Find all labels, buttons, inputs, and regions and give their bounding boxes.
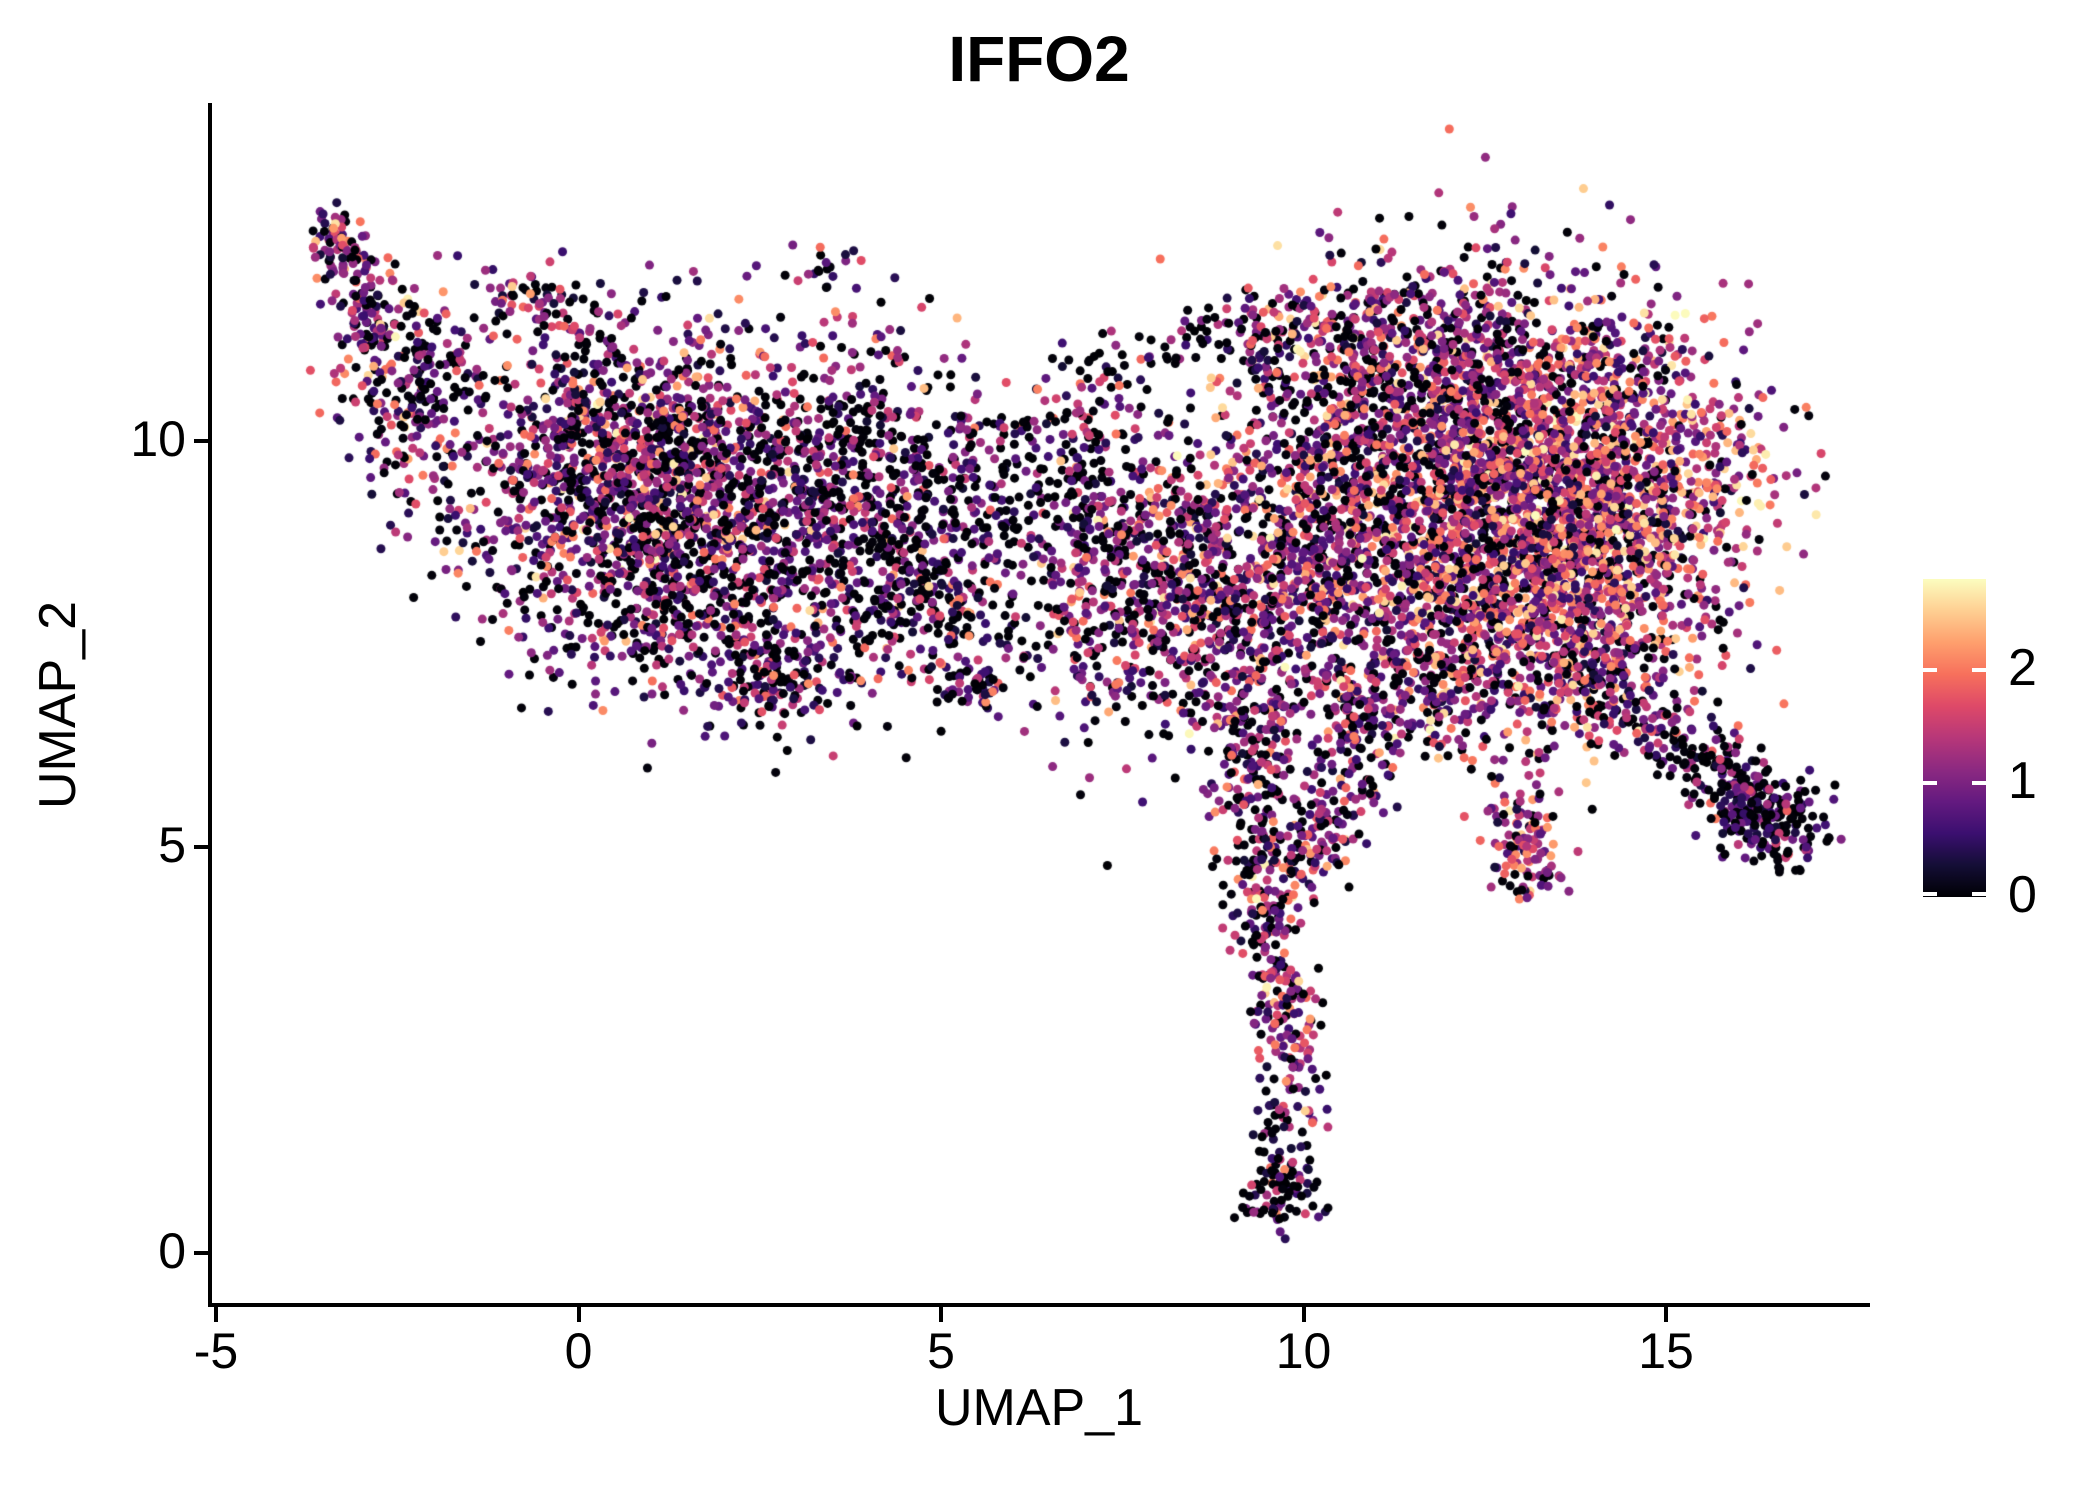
- y-tick-label: 10: [130, 411, 186, 467]
- x-tick-label: 0: [564, 1323, 593, 1379]
- x-tick-label: 10: [1275, 1323, 1332, 1379]
- colorbar-tick-label: 0: [2008, 866, 2037, 924]
- colorbar-tick-dash: [1923, 781, 1937, 786]
- colorbar-tick-label: 2: [2008, 638, 2037, 697]
- colorbar-tick-label: 1: [2008, 752, 2037, 811]
- colorbar-gradient: [1923, 579, 1986, 897]
- x-tick-label: -5: [193, 1323, 239, 1379]
- x-tick-mark: [939, 1307, 943, 1322]
- y-tick-mark: [194, 1251, 209, 1255]
- x-tick-mark: [214, 1307, 218, 1322]
- colorbar-tick-dash: [1923, 667, 1937, 672]
- y-tick-label: 0: [158, 1223, 186, 1279]
- x-axis-label: UMAP_1: [934, 1379, 1144, 1437]
- y-tick-mark: [194, 439, 209, 443]
- x-tick-label: 5: [927, 1323, 955, 1379]
- x-tick-label: 15: [1638, 1323, 1694, 1379]
- y-tick-label: 5: [158, 817, 186, 873]
- colorbar-tick-dash: [1972, 892, 1986, 896]
- y-tick-mark: [194, 845, 209, 849]
- colorbar-tick-dash: [1972, 781, 1986, 786]
- plot-title: IFFO2: [948, 23, 1130, 95]
- x-tick-mark: [1664, 1307, 1668, 1322]
- colorbar-tick-dash: [1972, 667, 1986, 672]
- y-axis-line: [208, 103, 212, 1307]
- x-tick-mark: [576, 1307, 581, 1322]
- colorbar-tick-dash: [1923, 892, 1937, 896]
- x-axis-line: [208, 1303, 1870, 1307]
- y-axis-label: UMAP_2: [29, 600, 87, 810]
- x-tick-mark: [1301, 1307, 1306, 1322]
